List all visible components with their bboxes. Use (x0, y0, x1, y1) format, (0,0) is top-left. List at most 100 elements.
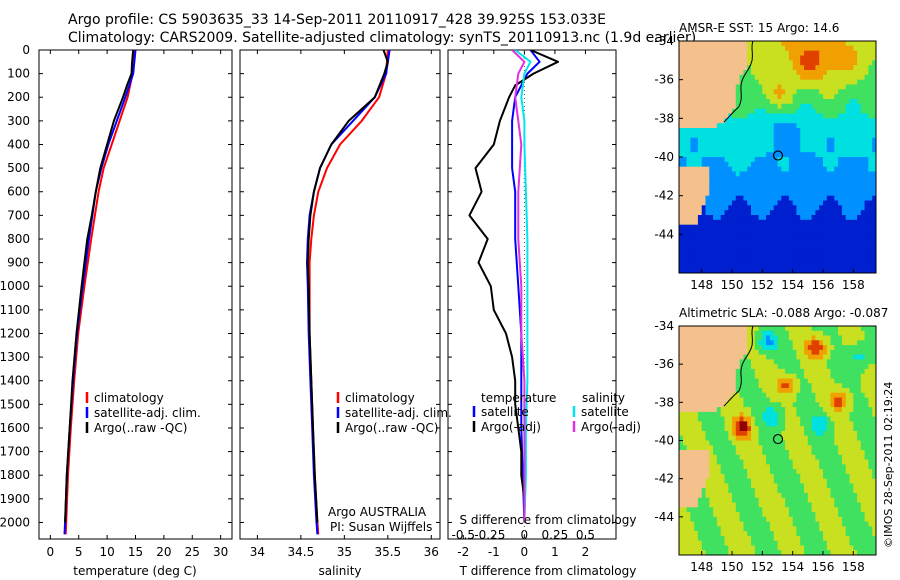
map-cell (697, 65, 703, 71)
sla-map-title: Altimetric SLA: -0.088 Argo: -0.087 (679, 306, 888, 320)
map-cell (819, 113, 824, 120)
map-cell (751, 103, 756, 110)
map-cell (732, 330, 737, 337)
map-cell (735, 464, 741, 470)
map-cell (815, 190, 820, 197)
map-cell (872, 161, 876, 168)
map-cell (853, 157, 858, 163)
map-cell (697, 137, 703, 144)
map-cell (682, 421, 688, 427)
map-cell (860, 516, 866, 523)
map-cell (709, 171, 714, 178)
map-cell (769, 195, 775, 202)
map-cell (864, 65, 870, 71)
map-cell (800, 507, 805, 513)
map-cell (686, 239, 692, 245)
map-cell (792, 388, 798, 394)
map-cell (701, 488, 707, 494)
map-cell (762, 239, 767, 245)
map-cell (754, 248, 760, 255)
map-cell (792, 359, 798, 365)
map-cell (777, 258, 783, 265)
map-cell (857, 248, 862, 255)
map-x-tick-label: 154 (781, 278, 804, 292)
map-cell (781, 445, 786, 451)
map-cell (773, 219, 779, 226)
map-cell (811, 373, 817, 380)
map-cell (694, 454, 699, 461)
map-cell (830, 79, 836, 86)
map-cell (754, 507, 760, 513)
map-cell (857, 147, 862, 153)
map-cell (788, 521, 794, 528)
map-cell (762, 74, 767, 81)
map-cell (845, 263, 851, 269)
map-cell (864, 55, 870, 62)
map-cell (769, 483, 775, 489)
map-cell (804, 349, 809, 356)
map-cell (796, 473, 801, 480)
map-cell (713, 373, 718, 380)
map-cell (735, 89, 741, 95)
map-cell (785, 142, 790, 149)
map-cell (735, 354, 741, 361)
map-cell (713, 239, 718, 245)
map-cell (686, 190, 692, 197)
map-cell (758, 364, 764, 370)
map-cell (766, 103, 771, 110)
map-cell (728, 229, 733, 236)
map-cell (716, 161, 722, 168)
map-cell (709, 488, 714, 494)
map-cell (864, 190, 870, 197)
map-cell (716, 473, 722, 480)
map-cell (849, 248, 855, 255)
map-cell (785, 497, 790, 504)
map-cell (716, 469, 722, 475)
map-cell (701, 108, 707, 115)
map-cell (728, 65, 733, 71)
map-cell (868, 368, 873, 375)
map-cell (800, 464, 805, 470)
map-cell (720, 421, 726, 427)
map-cell (841, 426, 847, 432)
map-cell (709, 516, 714, 523)
map-cell (762, 118, 767, 124)
map-cell (834, 123, 839, 129)
map-cell (709, 359, 714, 365)
map-cell (834, 137, 839, 144)
map-cell (834, 330, 839, 337)
map-cell (777, 79, 783, 86)
map-cell (849, 497, 855, 504)
map-cell (709, 152, 714, 158)
map-cell (709, 50, 714, 57)
map-cell (751, 373, 756, 380)
map-cell (754, 50, 760, 57)
map-cell (732, 373, 737, 380)
map-cell (754, 354, 760, 361)
map-cell (800, 210, 805, 216)
map-cell (754, 521, 760, 528)
map-cell (781, 89, 786, 95)
map-cell (804, 483, 809, 489)
map-cell (819, 445, 824, 451)
map-cell (716, 205, 722, 211)
map-cell (834, 65, 839, 71)
map-cell (701, 454, 707, 461)
map-cell (804, 118, 809, 124)
map-cell (754, 526, 760, 532)
map-cell (868, 364, 873, 370)
map-cell (788, 459, 794, 466)
map-cell (686, 128, 692, 134)
map-cell (781, 166, 786, 173)
map-cell (823, 99, 828, 105)
map-cell (860, 84, 866, 91)
map-cell (735, 70, 741, 76)
map-cell (728, 478, 733, 485)
map-cell (785, 157, 790, 163)
map-cell (724, 137, 730, 144)
map-cell (766, 45, 771, 52)
map-cell (709, 234, 714, 240)
map-cell (751, 229, 756, 236)
map-cell (758, 70, 764, 76)
map-cell (769, 488, 775, 494)
